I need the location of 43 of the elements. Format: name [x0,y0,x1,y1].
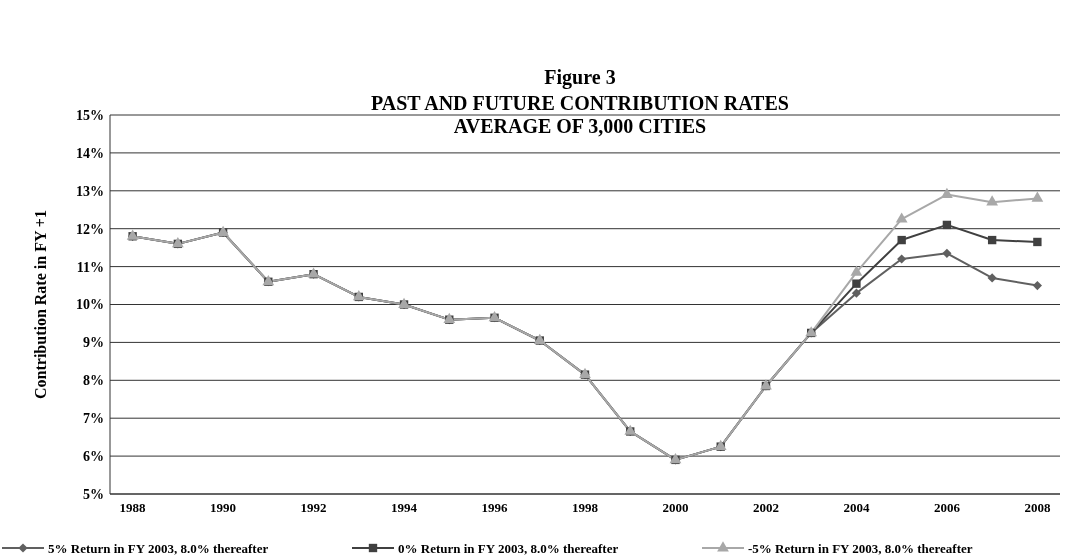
x-tick-label: 2000 [662,500,689,515]
point [897,235,906,245]
y-tick-label: 7% [83,411,104,427]
y-tick-label: 11% [76,259,104,275]
x-tick-label: 2006 [933,500,961,515]
y-axis-title: Contribution Rate in FY +1 [32,210,49,399]
legend-label: 0% Return in FY 2003, 8.0% thereafter [398,540,619,556]
point [986,195,999,206]
point [1033,237,1042,247]
y-tick-label: 10% [76,297,104,313]
chart-subtitle: PAST AND FUTURE CONTRIBUTION RATES AVERAGE OF 3,000 CITIES [371,92,789,137]
point [941,187,953,198]
y-tick-label: 15% [76,107,104,123]
y-tick-label: 9% [83,335,104,351]
y-tick-label: 6% [83,449,104,464]
point [942,248,952,258]
point [942,220,952,230]
x-tick-label: 1990 [210,500,237,515]
x-tick-label: 1988 [119,500,147,515]
point [987,273,997,283]
legend-label: -5% Return in FY 2003, 8.0% thereafter [748,540,973,556]
chart-title: Figure 3 [544,66,616,89]
point [1031,191,1044,202]
point [852,279,861,288]
x-tick-label: 1996 [481,500,509,515]
legend-label: 5% Return in FY 2003, 8.0% thereafter [48,540,269,556]
y-tick-label: 14% [76,145,104,161]
point [850,265,863,276]
x-tick-label: 2004 [843,500,870,515]
point [1032,280,1042,291]
x-tick-label: 1998 [572,500,599,515]
x-tick-label: 2008 [1024,500,1051,515]
x-tick-label: 1992 [300,500,327,515]
y-tick-label: 13% [76,183,104,199]
point [851,288,862,298]
y-tick-label: 12% [76,221,104,237]
y-tick-label: 5% [83,486,104,502]
y-tick-label: 8% [83,373,104,389]
point [987,235,997,245]
point [897,254,907,264]
point [895,212,908,223]
x-tick-label: 1994 [391,500,418,515]
x-tick-label: 2002 [752,500,779,515]
